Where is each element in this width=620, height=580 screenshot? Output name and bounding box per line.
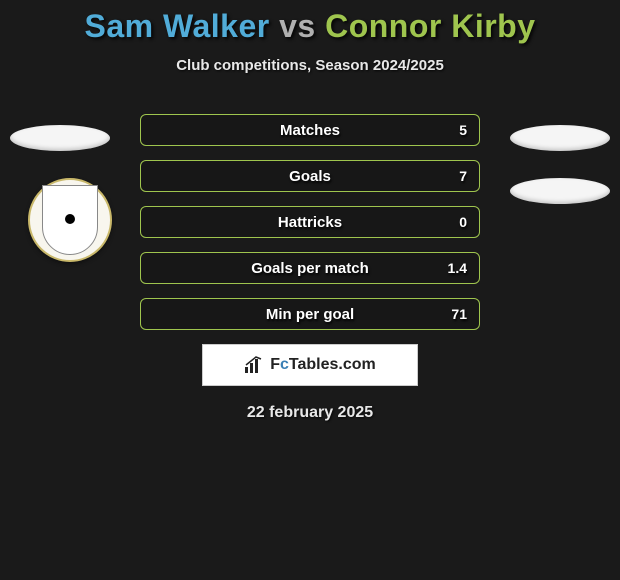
subtitle: Club competitions, Season 2024/2025: [0, 57, 620, 74]
bar-chart-icon: [244, 356, 264, 374]
player2-name: Connor Kirby: [325, 8, 535, 44]
stat-value: 0: [459, 214, 467, 230]
stat-row-mpg: Min per goal 71: [140, 298, 480, 330]
stat-value: 5: [459, 122, 467, 138]
stat-value: 7: [459, 168, 467, 184]
right-ellipse-placeholder-2: [510, 178, 610, 204]
date-line: 22 february 2025: [0, 404, 620, 422]
stat-label: Goals per match: [141, 260, 479, 277]
stat-label: Min per goal: [141, 306, 479, 323]
stat-label: Matches: [141, 122, 479, 139]
stat-value: 71: [451, 306, 467, 322]
brand-box: FcTables.com: [202, 344, 418, 386]
vs-separator: vs: [279, 8, 316, 44]
brand-suffix: Tables.com: [289, 356, 376, 373]
club-badge: [28, 178, 112, 262]
right-ellipse-placeholder-1: [510, 125, 610, 151]
player1-name: Sam Walker: [84, 8, 269, 44]
club-badge-shield-icon: [42, 185, 98, 255]
comparison-title: Sam Walker vs Connor Kirby: [0, 0, 620, 45]
left-ellipse-placeholder: [10, 125, 110, 151]
stat-row-gpm: Goals per match 1.4: [140, 252, 480, 284]
brand-highlight: c: [280, 356, 289, 373]
stat-label: Goals: [141, 168, 479, 185]
stat-label: Hattricks: [141, 214, 479, 231]
stats-container: Matches 5 Goals 7 Hattricks 0 Goals per …: [140, 114, 480, 330]
brand-text: FcTables.com: [270, 356, 376, 374]
stat-row-matches: Matches 5: [140, 114, 480, 146]
stat-row-hattricks: Hattricks 0: [140, 206, 480, 238]
brand-prefix: F: [270, 356, 280, 373]
stat-row-goals: Goals 7: [140, 160, 480, 192]
stat-value: 1.4: [448, 260, 467, 276]
